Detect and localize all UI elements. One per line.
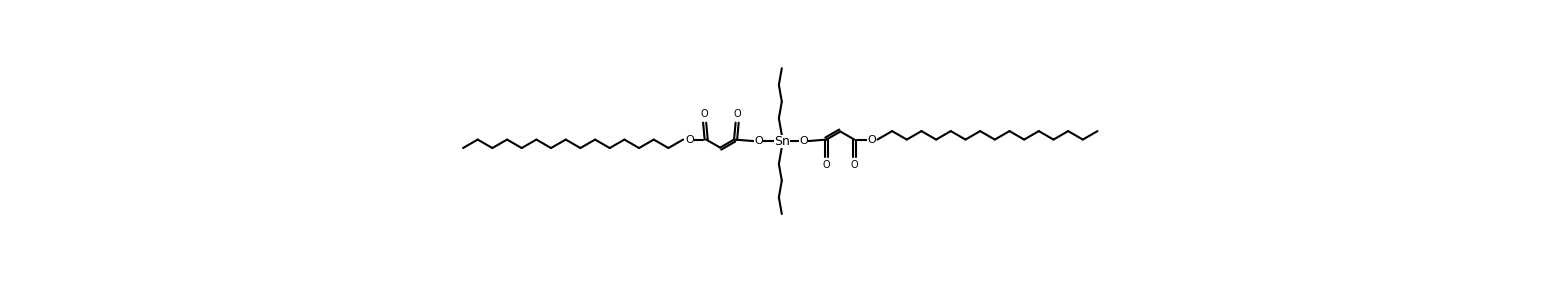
Text: O: O	[700, 109, 708, 119]
Text: O: O	[799, 136, 808, 146]
Text: O: O	[851, 160, 859, 170]
Text: Sn: Sn	[774, 135, 790, 148]
Text: O: O	[734, 109, 742, 119]
Text: O: O	[822, 160, 830, 170]
Text: O: O	[867, 135, 876, 145]
Text: O: O	[685, 135, 694, 145]
Text: O: O	[754, 136, 763, 146]
